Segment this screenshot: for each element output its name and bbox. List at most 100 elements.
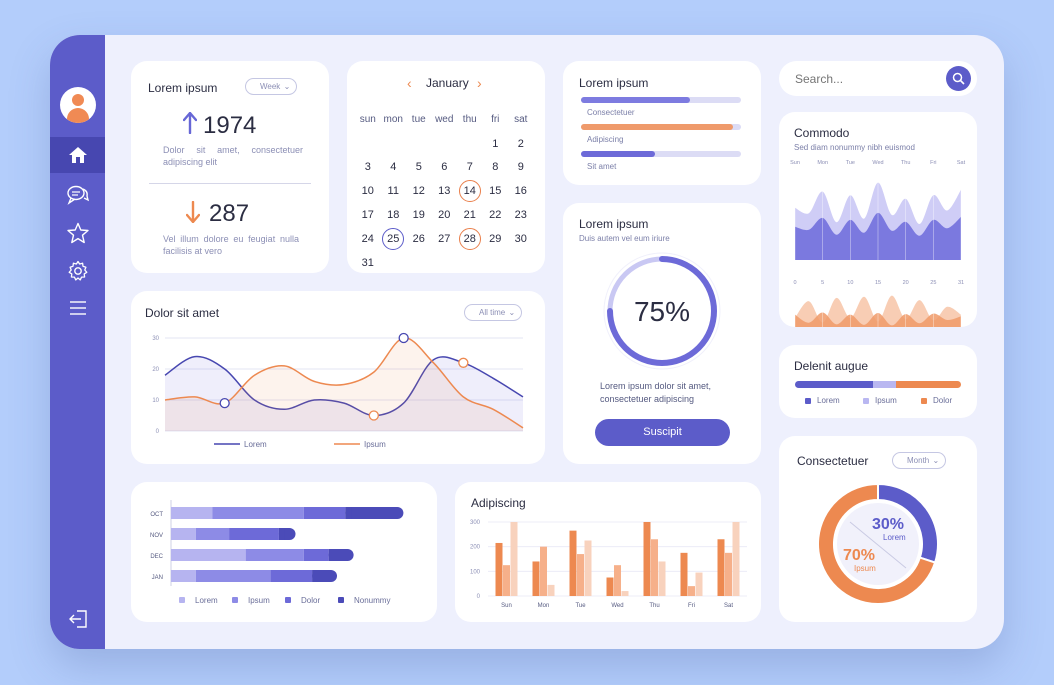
down-text: Vel illum dolore eu feugiat nulla facili… — [163, 234, 299, 256]
calendar-day[interactable]: 14 — [457, 179, 483, 203]
y-tick-label: 30 — [152, 336, 159, 342]
data-point-marker[interactable] — [458, 357, 469, 368]
commodo-bottom-label: 31 — [958, 280, 964, 286]
commodo-top-label: Wed — [872, 160, 883, 166]
calendar-day[interactable]: 9 — [517, 161, 524, 174]
calendar-day[interactable]: 24 — [361, 232, 374, 245]
calendar-day[interactable]: 4 — [390, 161, 397, 174]
menu-icon[interactable] — [50, 290, 105, 326]
calendar-day[interactable]: 15 — [489, 185, 502, 198]
gear-icon[interactable] — [50, 253, 105, 289]
search-input[interactable] — [795, 69, 935, 89]
commodo-bottom-label: 25 — [930, 280, 936, 286]
star-icon[interactable] — [50, 215, 105, 251]
calendar-day[interactable]: 22 — [489, 209, 502, 222]
calendar-day[interactable]: 3 — [364, 161, 371, 174]
vbar-bar — [503, 565, 510, 596]
calendar-day[interactable]: 18 — [387, 209, 400, 222]
calendar-day[interactable]: 28 — [457, 227, 483, 251]
calendar-day[interactable]: 6 — [441, 161, 448, 174]
calendar-card: ‹ January › sun mon tue wed thu fri sat 1 2 3 4 5 6 7… — [347, 61, 545, 273]
progress-label: Sit amet — [587, 162, 617, 171]
calendar-month: January — [426, 76, 469, 90]
chat-icon[interactable] — [50, 177, 105, 213]
hbar-segment-edge — [312, 570, 319, 582]
home-icon[interactable] — [50, 137, 105, 173]
calendar-day[interactable]: 8 — [492, 161, 499, 174]
calendar-day[interactable]: 19 — [412, 209, 425, 222]
legend-label: Ipsum — [364, 440, 386, 449]
prev-month-icon[interactable]: ‹ — [407, 75, 412, 91]
calendar-day[interactable]: 10 — [361, 185, 374, 198]
y-tick-label: 0 — [156, 429, 160, 435]
calendar-empty — [381, 132, 407, 156]
data-point-marker[interactable] — [219, 397, 230, 409]
legend-label: Ipsum — [875, 396, 897, 405]
month-dropdown[interactable]: Month ⌄ — [892, 452, 947, 469]
y-tick-label: 300 — [470, 520, 481, 526]
calendar-day[interactable]: 30 — [514, 232, 527, 245]
search-button[interactable] — [946, 66, 971, 91]
calendar-empty — [432, 132, 458, 156]
calendar-day[interactable]: 31 — [361, 256, 374, 269]
progress-label: Consectetuer — [587, 108, 635, 117]
vbar-bar — [725, 552, 732, 596]
calendar-day[interactable]: 26 — [412, 232, 425, 245]
calendar-day[interactable]: 11 — [387, 185, 399, 198]
calendar-day[interactable]: 12 — [412, 185, 425, 198]
calendar-day[interactable]: 20 — [438, 209, 451, 222]
calendar-day[interactable]: 23 — [514, 209, 527, 222]
stats-title: Lorem ipsum — [148, 81, 218, 95]
hbar-segment — [195, 528, 230, 540]
legend-swatch — [863, 397, 869, 404]
vbar-bar — [540, 546, 547, 596]
gauge-shadow — [603, 252, 721, 370]
down-value: 287 — [209, 200, 250, 227]
suscipit-button[interactable]: Suscipit — [595, 419, 730, 446]
delenit-segment — [896, 381, 961, 388]
hbar-segment — [270, 570, 313, 582]
vbar-bar — [732, 522, 740, 596]
delenit-segment-bar — [795, 381, 961, 388]
donut-card: Consectetuer Month ⌄ 30% Lorem 70% Ipsum — [779, 436, 977, 622]
calendar-day[interactable]: 27 — [438, 232, 451, 245]
calendar-day[interactable]: 29 — [489, 232, 502, 245]
donut-blue-label: Lorem — [883, 533, 906, 542]
hbar-segment — [245, 549, 304, 561]
commodo-top-label: Sun — [790, 160, 800, 166]
delenit-title: Delenit augue — [794, 359, 869, 373]
calendar-day[interactable]: 25 — [381, 227, 407, 251]
delenit-segment — [795, 381, 874, 388]
chevron-down-icon: ⌄ — [283, 82, 291, 91]
calendar-day[interactable]: 5 — [415, 161, 422, 174]
calendar-day[interactable]: 21 — [463, 209, 476, 222]
logout-icon[interactable] — [50, 601, 105, 637]
all-time-dropdown[interactable]: All time ⌄ — [464, 304, 523, 321]
y-tick-label: 0 — [477, 594, 481, 600]
data-point-marker[interactable] — [398, 332, 409, 344]
calendar-day[interactable]: 7 — [466, 161, 473, 174]
commodo-bottom-label: 20 — [903, 280, 909, 286]
avatar[interactable] — [60, 87, 96, 123]
hbar-segment — [171, 507, 213, 519]
calendar-day[interactable]: 17 — [361, 209, 374, 222]
calendar-day[interactable]: 1 — [492, 137, 499, 150]
data-point-marker[interactable] — [368, 410, 379, 421]
calendar-day[interactable]: 16 — [514, 185, 527, 198]
search-icon — [952, 72, 965, 85]
arrow-down-icon — [186, 201, 200, 223]
hbar-segment — [328, 549, 354, 561]
next-month-icon[interactable]: › — [477, 75, 482, 91]
progress-track — [581, 124, 741, 130]
legend-swatch — [338, 597, 344, 603]
week-dropdown[interactable]: Week ⌄ — [245, 78, 298, 95]
legend-swatch — [232, 597, 238, 603]
vbar-category-label: Mon — [538, 603, 550, 609]
commodo-subtitle: Sed diam nonummy nibh euismod — [794, 143, 915, 152]
calendar-day[interactable]: 13 — [438, 185, 451, 198]
delenit-legend-item: Ipsum — [863, 396, 897, 405]
legend-swatch — [805, 397, 811, 404]
donut-blue-pct: 30% — [872, 516, 905, 533]
weekday-label: thu — [462, 114, 477, 126]
calendar-day[interactable]: 2 — [517, 137, 524, 150]
